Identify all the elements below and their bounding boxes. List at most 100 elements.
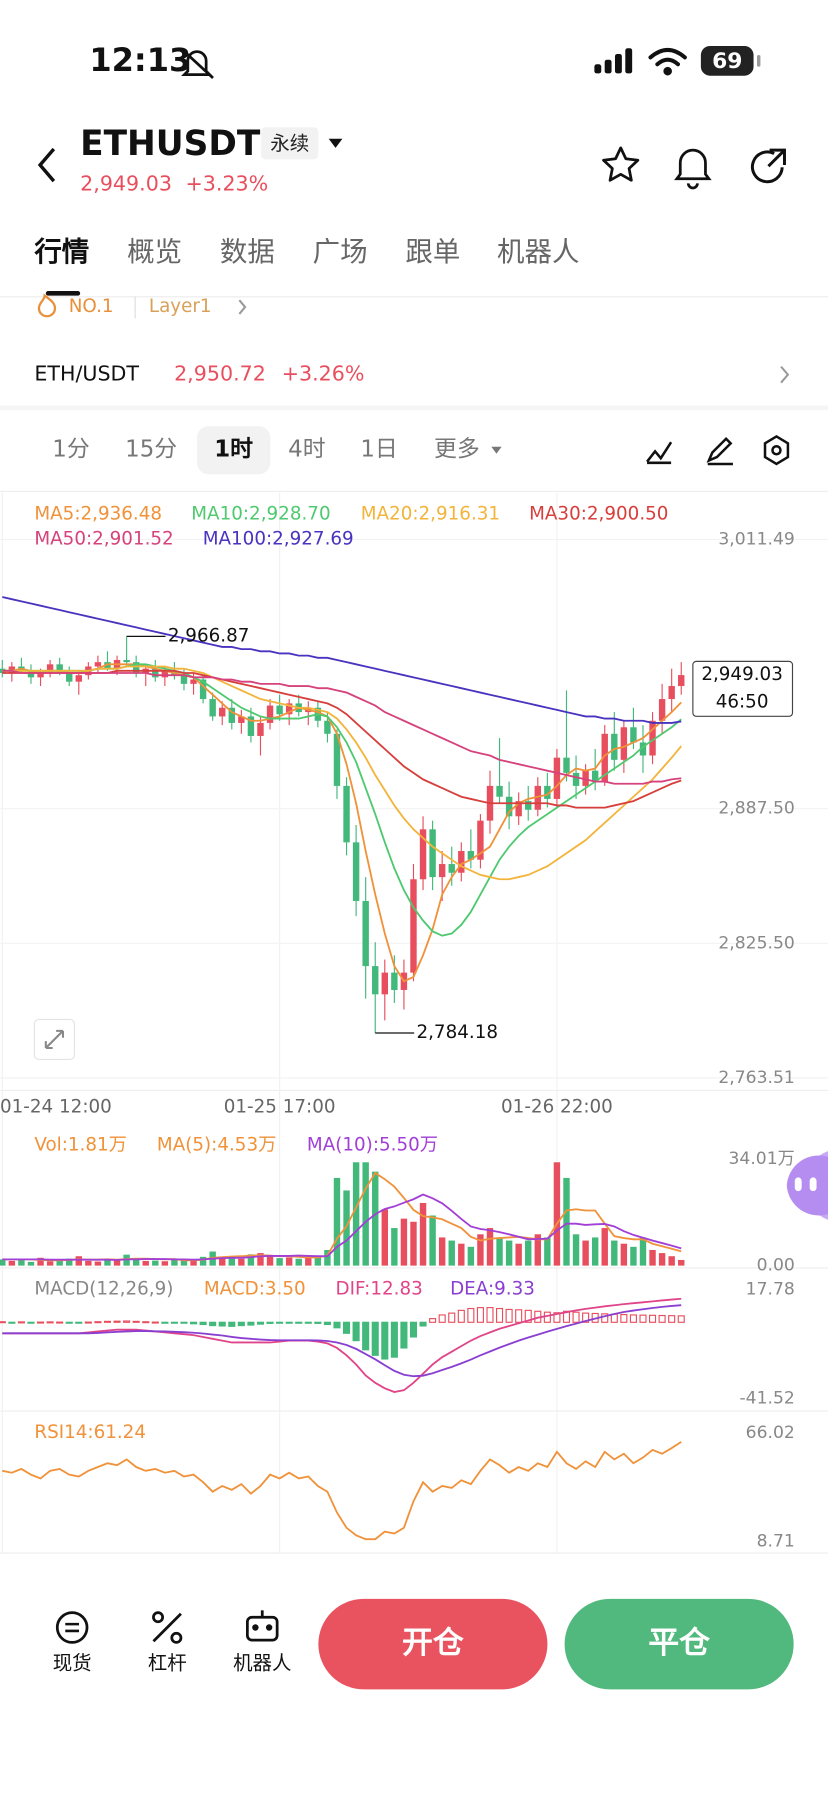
volume-bar bbox=[658, 1253, 666, 1266]
symbol-dropdown[interactable] bbox=[328, 138, 343, 148]
volume-bar bbox=[639, 1237, 647, 1266]
share-button[interactable] bbox=[751, 148, 786, 184]
macd-bar bbox=[342, 1321, 351, 1334]
pair-chevron[interactable] bbox=[780, 365, 790, 384]
wifi-icon bbox=[648, 47, 687, 76]
pair-price: 2,950.72 bbox=[174, 362, 266, 386]
tab[interactable]: 概览 bbox=[127, 236, 182, 268]
macd-bar bbox=[390, 1321, 398, 1358]
volume-bar bbox=[56, 1260, 63, 1266]
candle-body bbox=[180, 675, 188, 684]
candle-body bbox=[515, 801, 522, 817]
bot-button[interactable] bbox=[245, 1610, 279, 1642]
macd-bar bbox=[295, 1321, 303, 1324]
candle-body bbox=[630, 727, 637, 743]
timeframe[interactable]: 1分 bbox=[52, 437, 89, 463]
volume-bar bbox=[381, 1209, 389, 1266]
macd-bar bbox=[228, 1321, 236, 1327]
macd-bar bbox=[553, 1312, 561, 1323]
candle-body bbox=[285, 703, 293, 715]
volume-bar bbox=[668, 1256, 675, 1266]
low-label: 2,784.18 bbox=[416, 1022, 498, 1043]
volume-bar bbox=[410, 1221, 417, 1266]
favorite-button[interactable] bbox=[602, 146, 640, 182]
macd-bar bbox=[409, 1321, 418, 1338]
macd-bar bbox=[304, 1321, 312, 1324]
candle-countdown: 46:50 bbox=[716, 692, 769, 713]
legend-entry: DEA:9.33 bbox=[450, 1279, 535, 1300]
y-tick-label: 3,011.49 bbox=[718, 530, 794, 550]
tab[interactable]: 跟单 bbox=[405, 236, 460, 268]
tab[interactable]: 数据 bbox=[220, 236, 275, 268]
close-position-label[interactable]: 平仓 bbox=[648, 1625, 710, 1661]
tab[interactable]: 广场 bbox=[313, 236, 368, 268]
timeframe[interactable]: 4时 bbox=[288, 437, 326, 463]
candle-body bbox=[37, 673, 44, 678]
macd-bar bbox=[256, 1321, 265, 1325]
close-position-button[interactable] bbox=[564, 1598, 794, 1690]
sector-tag[interactable]: Layer1 bbox=[149, 296, 212, 317]
legend-entry: MA20:2,916.31 bbox=[361, 503, 500, 524]
volume-bar bbox=[343, 1190, 350, 1266]
battery-cap bbox=[756, 55, 761, 67]
candle-body bbox=[448, 864, 455, 873]
assistant-bubble[interactable] bbox=[786, 1151, 828, 1220]
volume-bar bbox=[219, 1257, 226, 1266]
volume-bar bbox=[66, 1258, 73, 1266]
candle-body bbox=[152, 668, 159, 678]
volume-bar bbox=[132, 1258, 140, 1266]
spot-button[interactable] bbox=[55, 1611, 89, 1644]
volume-bar bbox=[391, 1228, 398, 1266]
tag-chevron bbox=[238, 299, 247, 315]
macd-bar bbox=[123, 1320, 131, 1323]
volume-bar bbox=[429, 1215, 436, 1266]
volume-bar bbox=[8, 1260, 16, 1266]
ma-line bbox=[2, 665, 682, 881]
settings-button[interactable] bbox=[763, 435, 790, 466]
timeframe[interactable]: 1时 bbox=[214, 437, 253, 463]
volume-bar bbox=[104, 1259, 111, 1266]
candle-body bbox=[8, 666, 16, 674]
open-position-label[interactable]: 开仓 bbox=[402, 1625, 464, 1661]
timeframe[interactable]: 更多 bbox=[434, 437, 480, 463]
alert-button[interactable] bbox=[674, 148, 712, 190]
tab[interactable]: 机器人 bbox=[497, 236, 579, 268]
macd-bar bbox=[17, 1321, 25, 1324]
candle-body bbox=[381, 972, 389, 995]
legend-entry: MA(5):4.53万 bbox=[157, 1134, 277, 1155]
nav-label[interactable]: 杠杆 bbox=[148, 1652, 187, 1675]
nav-label[interactable]: 机器人 bbox=[233, 1652, 291, 1675]
more-dropdown[interactable] bbox=[491, 446, 502, 454]
candle-body bbox=[238, 716, 245, 723]
macd-bar bbox=[36, 1321, 45, 1324]
macd-bar bbox=[543, 1311, 551, 1323]
rank-tag[interactable]: NO.1 bbox=[69, 296, 114, 317]
macd-bar bbox=[429, 1318, 437, 1323]
nav-label[interactable]: 现货 bbox=[53, 1652, 92, 1675]
timeframe[interactable]: 15分 bbox=[125, 437, 177, 463]
tab-bar: 行情 概览 数据 广场 跟单 机器人 bbox=[33, 236, 579, 268]
y-tick-label: 34.01万 bbox=[729, 1149, 795, 1169]
margin-button[interactable] bbox=[152, 1611, 183, 1644]
macd-bar bbox=[572, 1311, 580, 1323]
timeframe[interactable]: 1日 bbox=[360, 437, 397, 463]
candle-body bbox=[372, 966, 379, 995]
macd-bar bbox=[27, 1321, 35, 1324]
open-position-button[interactable] bbox=[318, 1598, 548, 1690]
candle-body bbox=[391, 972, 398, 990]
macd-bar bbox=[505, 1308, 513, 1323]
macd-bar bbox=[601, 1313, 609, 1323]
volume-bar bbox=[228, 1256, 236, 1266]
tab[interactable]: 行情 bbox=[33, 236, 89, 268]
y-tick-label: 2,763.51 bbox=[718, 1068, 794, 1088]
back-button[interactable] bbox=[37, 147, 56, 183]
indicator-button[interactable] bbox=[646, 441, 673, 465]
legend-entry: MA(10):5.50万 bbox=[307, 1134, 438, 1155]
candle-body bbox=[190, 679, 197, 684]
volume-ma-line bbox=[2, 1193, 682, 1261]
candle-body bbox=[467, 851, 475, 860]
macd-bar bbox=[75, 1321, 83, 1324]
candle-body bbox=[66, 673, 73, 682]
pair-name[interactable]: ETH/USDT bbox=[34, 362, 139, 386]
draw-button[interactable] bbox=[706, 436, 733, 466]
